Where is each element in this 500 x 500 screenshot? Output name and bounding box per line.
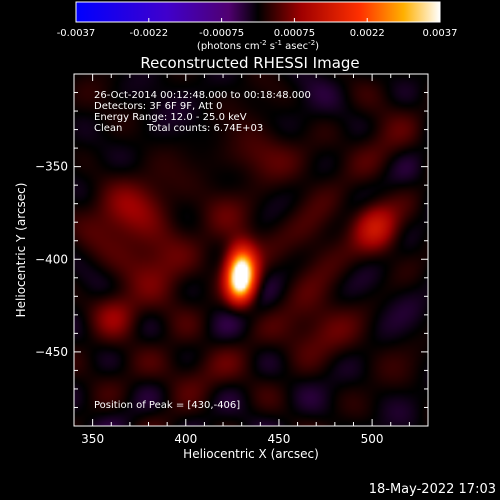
colorbar-tick-label: 0.0037 bbox=[423, 28, 458, 39]
colorbar-unit: (photons cm-2 s-1 asec-2) bbox=[197, 39, 319, 52]
annotation-method: Clean bbox=[94, 123, 122, 134]
y-axis-label: Heliocentric Y (arcsec) bbox=[14, 183, 28, 318]
x-tick-label: 400 bbox=[174, 432, 197, 446]
y-tick-label: −400 bbox=[35, 252, 68, 266]
colorbar-tick-label: 0.0022 bbox=[350, 28, 385, 39]
colorbar-tick-label: -0.00075 bbox=[199, 28, 244, 39]
plot-frame bbox=[73, 73, 429, 427]
x-tick-label: 350 bbox=[81, 432, 104, 446]
plot-area bbox=[73, 73, 429, 427]
x-axis-label: Heliocentric X (arcsec) bbox=[183, 447, 319, 461]
x-tick-label: 500 bbox=[361, 432, 384, 446]
colorbar-tick-labels: -0.0037 -0.0022 -0.00075 0.00075 0.0022 0.003… bbox=[57, 28, 458, 39]
colorbar-tick-label: -0.0037 bbox=[57, 28, 96, 39]
annotation-energy: Energy Range: 12.0 - 25.0 keV bbox=[94, 112, 247, 123]
y-axis: −350 −400 −450 bbox=[35, 73, 428, 427]
colorbar-gradient bbox=[75, 1, 441, 23]
x-tick-label: 450 bbox=[267, 432, 290, 446]
colorbar-tick-label: -0.0022 bbox=[129, 28, 168, 39]
footer-date: 18-May-2022 17:03 bbox=[369, 482, 496, 497]
colorbar: -0.0037 -0.0022 -0.00075 0.00075 0.0022 0.003… bbox=[57, 1, 458, 52]
annotation-detectors: Detectors: 3F 6F 9F, Att 0 bbox=[94, 101, 222, 112]
heatmap-image bbox=[74, 74, 428, 426]
annotation-peak: Position of Peak = [430,-406] bbox=[94, 400, 240, 411]
y-tick-label: −350 bbox=[35, 160, 68, 174]
colorbar-ticks bbox=[75, 18, 441, 22]
x-axis: 350 400 450 500 bbox=[73, 74, 429, 446]
annotation-counts: Total counts: 6.74E+03 bbox=[146, 123, 263, 134]
annotations: 26-Oct-2014 00:12:48.000 to 00:18:48.000… bbox=[94, 90, 311, 411]
chart-title: Reconstructed RHESSI Image bbox=[140, 54, 359, 72]
y-tick-label: −450 bbox=[35, 345, 68, 359]
colorbar-tick-label: 0.00075 bbox=[274, 28, 315, 39]
annotation-time: 26-Oct-2014 00:12:48.000 to 00:18:48.000 bbox=[94, 90, 311, 101]
